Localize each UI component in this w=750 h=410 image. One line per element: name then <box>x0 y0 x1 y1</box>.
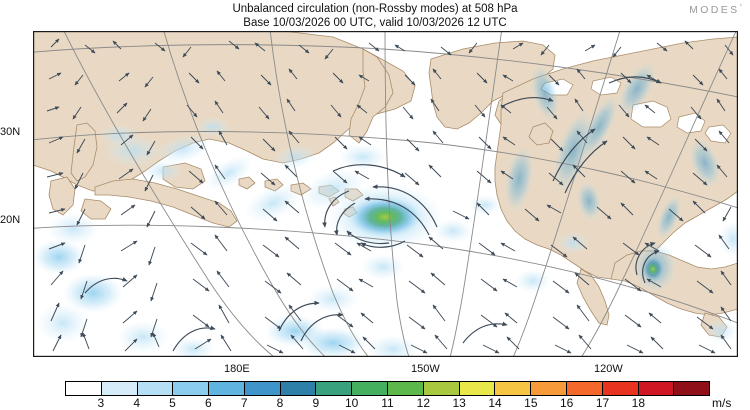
colorbar-cell-1 <box>101 382 138 395</box>
colorbar-cell-12 <box>495 382 532 395</box>
logo-mark: ° <box>739 4 742 11</box>
colorbar-cell-13 <box>531 382 567 395</box>
colorbar-cell-15 <box>602 382 639 395</box>
colorbar-tick-5: 5 <box>169 396 176 410</box>
logo-text: MODES <box>689 4 740 16</box>
colorbar-cell-7 <box>316 382 353 395</box>
colorbar-cell-9 <box>388 382 424 395</box>
lat-label-30n: 30N <box>0 126 21 138</box>
colorbar-tick-15: 15 <box>524 396 538 410</box>
wind-vectors <box>46 38 734 354</box>
colorbar-cell-11 <box>459 382 496 395</box>
contour-fill-layer <box>33 62 738 357</box>
colorbar-tick-3: 3 <box>97 396 105 410</box>
map-svg <box>33 31 738 357</box>
colorbar-cell-4 <box>209 382 245 395</box>
colorbar-tick-18: 18 <box>631 396 646 410</box>
colorbar-cell-8 <box>352 382 389 395</box>
colorbar-tick-12: 12 <box>416 396 431 410</box>
lon-label-120w: 120W <box>594 363 623 375</box>
colorbar-tick-10: 10 <box>344 396 359 410</box>
colorbar <box>65 381 710 396</box>
colorbar-cell-0 <box>66 382 102 395</box>
colorbar-tick-14: 14 <box>488 396 502 410</box>
colorbar-unit: m/s <box>712 396 732 410</box>
colorbar-tick-11: 11 <box>381 396 394 410</box>
lat-label-20n: 20N <box>0 214 21 226</box>
colorbar-cell-14 <box>566 382 603 395</box>
colorbar-tick-4: 4 <box>133 396 140 410</box>
colorbar-tick-8: 8 <box>276 396 284 410</box>
colorbar-cell-2 <box>137 382 174 395</box>
colorbar-cell-10 <box>423 382 460 395</box>
colorbar-cell-5 <box>244 382 281 395</box>
chart-subtitle: Base 10/03/2026 00 UTC, valid 10/03/2026… <box>243 17 507 29</box>
vortex-streamlines <box>84 76 662 352</box>
colorbar-ticks: 3 4 5 6 7 8 9 10 11 12 13 14 15 16 17 18 <box>0 396 750 410</box>
lon-label-180e: 180E <box>224 363 250 375</box>
colorbar-tick-6: 6 <box>204 396 212 410</box>
title-block: Unbalanced circulation (non-Rossby modes… <box>0 2 750 30</box>
colorbar-tick-16: 16 <box>559 396 574 410</box>
colorbar-tick-9: 9 <box>312 396 320 410</box>
colorbar-cell-17 <box>674 382 710 395</box>
lon-label-150w: 150W <box>411 363 440 375</box>
map-panel <box>33 31 738 357</box>
colorbar-tick-13: 13 <box>452 396 466 410</box>
chart-title: Unbalanced circulation (non-Rossby modes… <box>232 3 518 15</box>
modes-logo: MODES° <box>689 4 742 16</box>
colorbar-cell-3 <box>173 382 210 395</box>
colorbar-cell-6 <box>280 382 317 395</box>
colorbar-tick-17: 17 <box>595 396 610 410</box>
graticule <box>33 31 738 357</box>
map-frame <box>33 31 738 357</box>
colorbar-tick-7: 7 <box>240 396 248 410</box>
colorbar-cell-16 <box>638 382 675 395</box>
